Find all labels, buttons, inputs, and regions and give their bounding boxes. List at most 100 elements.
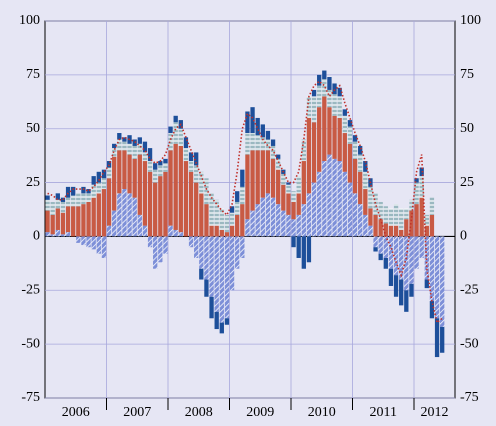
bar-segment xyxy=(424,214,429,226)
bar-segment xyxy=(229,206,235,213)
bar-segment xyxy=(373,247,378,252)
bar-segment xyxy=(291,191,296,202)
bar-segment xyxy=(163,158,168,164)
y2-tick-label: -75 xyxy=(460,390,479,405)
bar-segment xyxy=(96,236,101,254)
bar-segment xyxy=(60,201,66,213)
bar-segment xyxy=(137,143,142,155)
bar-segment xyxy=(229,225,235,237)
bar-segment xyxy=(209,193,214,226)
bar-segment xyxy=(204,204,209,237)
bar-segment xyxy=(204,178,209,205)
bar-segment xyxy=(178,232,183,237)
bar-segment xyxy=(142,225,148,237)
bar-segment xyxy=(158,161,163,166)
bar-segment xyxy=(399,236,404,280)
bar-segment xyxy=(106,225,112,237)
bar-segment xyxy=(250,210,255,237)
bar-segment xyxy=(122,137,127,142)
bar-segment xyxy=(409,283,414,297)
bar-segment xyxy=(199,193,204,237)
bar-segment xyxy=(388,268,394,286)
bar-segment xyxy=(368,225,373,237)
bar-segment xyxy=(399,229,404,237)
bar-segment xyxy=(393,275,399,297)
bar-segment xyxy=(286,182,291,185)
bar-segment xyxy=(178,128,183,146)
bar-segment xyxy=(337,96,342,118)
bar-segment xyxy=(270,145,276,159)
bar-segment xyxy=(306,96,312,118)
bar-segment xyxy=(358,145,363,155)
bar-segment xyxy=(399,279,404,306)
bar-segment xyxy=(429,301,435,319)
bar-segment xyxy=(440,236,445,327)
x-tick-label: 2011 xyxy=(370,405,397,420)
bar-segment xyxy=(45,210,50,233)
bar-segment xyxy=(311,182,317,237)
bar-segment xyxy=(158,236,163,263)
bar-segment xyxy=(404,290,409,312)
bar-segment xyxy=(173,115,178,123)
bar-segment xyxy=(55,208,60,230)
bar-segment xyxy=(153,169,158,183)
bar-segment xyxy=(393,236,399,276)
bar-segment xyxy=(188,161,194,172)
bar-segment xyxy=(240,204,245,237)
y2-tick-label: 75 xyxy=(460,67,474,82)
bar-segment xyxy=(183,161,189,237)
bar-segment xyxy=(337,117,342,162)
bar-segment xyxy=(71,186,76,196)
bar-segment xyxy=(240,236,245,258)
bar-segment xyxy=(209,236,214,297)
bar-segment xyxy=(255,117,260,136)
bar-segment xyxy=(332,158,337,237)
bar-segment xyxy=(265,130,271,140)
bar-segment xyxy=(291,219,296,237)
bar-segment xyxy=(291,236,296,248)
bar-segment xyxy=(199,171,204,194)
bar-segment xyxy=(65,186,71,198)
bar-segment xyxy=(342,109,347,116)
bar-segment xyxy=(168,133,173,151)
bar-segment xyxy=(229,236,235,291)
bar-segment xyxy=(378,253,383,261)
x-tick-label: 2010 xyxy=(308,405,336,420)
bar-segment xyxy=(188,236,194,248)
bar-segment xyxy=(245,154,250,220)
bar-segment xyxy=(55,229,60,237)
bar-segment xyxy=(158,176,163,237)
bar-segment xyxy=(55,199,60,209)
bar-segment xyxy=(311,96,317,123)
bar-segment xyxy=(296,214,301,237)
bar-segment xyxy=(419,176,424,198)
bar-segment xyxy=(240,186,245,205)
bar-segment xyxy=(440,326,445,353)
bar-segment xyxy=(311,122,317,183)
bar-segment xyxy=(204,279,209,297)
bar-segment xyxy=(132,158,137,198)
bar-segment xyxy=(122,150,127,190)
bar-segment xyxy=(409,199,414,211)
bar-segment xyxy=(173,122,178,144)
bar-segment xyxy=(199,236,204,269)
bar-segment xyxy=(352,135,358,142)
bar-segment xyxy=(276,154,281,159)
bar-segment xyxy=(363,161,368,172)
bar-segment xyxy=(50,201,55,215)
bar-segment xyxy=(214,311,219,330)
bar-segment xyxy=(194,152,199,166)
bar-segment xyxy=(368,208,373,226)
bar-segment xyxy=(342,171,347,237)
bar-segment xyxy=(117,139,122,151)
bar-segment xyxy=(137,137,142,144)
bar-segment xyxy=(127,193,132,237)
bar-segment xyxy=(142,152,148,162)
bar-segment xyxy=(214,199,219,226)
bar-segment xyxy=(332,115,337,159)
bar-segment xyxy=(281,173,286,185)
bar-segment xyxy=(378,219,383,237)
bar-segment xyxy=(91,236,96,250)
bar-segment xyxy=(368,186,373,209)
